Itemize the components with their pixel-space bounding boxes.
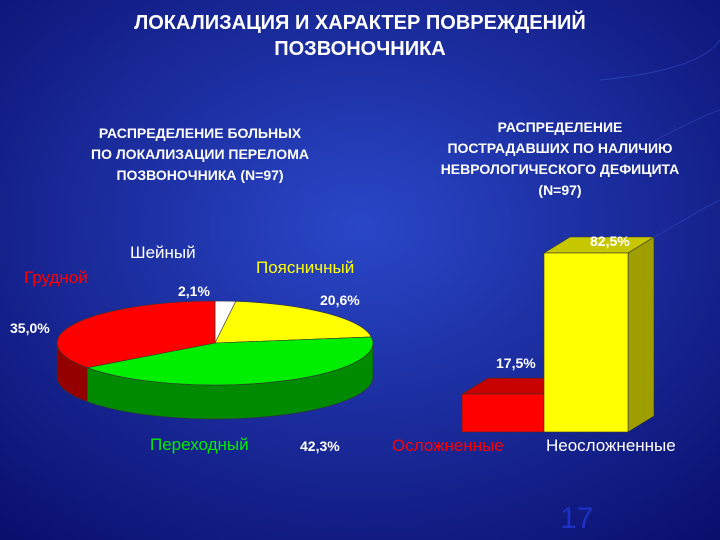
pie-title-line: РАСПРЕДЕЛЕНИЕ БОЛЬНЫХ — [98, 125, 302, 141]
bar-category-complicated: Осложненные — [392, 436, 504, 455]
pie-value-transitional: 42,3% — [300, 438, 340, 454]
slide-title-line: ЛОКАЛИЗАЦИЯ И ХАРАКТЕР ПОВРЕЖДЕНИЙ — [134, 12, 586, 34]
pie-title-line: ПОЗВОНОЧНИКА (N=97) — [116, 167, 284, 183]
slide-title: ЛОКАЛИЗАЦИЯ И ХАРАКТЕР ПОВРЕЖДЕНИЙ ПОЗВО… — [60, 10, 660, 62]
bar-value-complicated: 17,5% — [496, 355, 536, 371]
pie-title-line: ПО ЛОКАЛИЗАЦИИ ПЕРЕЛОМА — [91, 146, 309, 162]
pie-chart-title: РАСПРЕДЕЛЕНИЕ БОЛЬНЫХ ПО ЛОКАЛИЗАЦИИ ПЕР… — [40, 123, 360, 186]
pie-label-cervical: Шейный — [130, 243, 196, 262]
bar-category-uncomplicated: Неосложненные — [546, 436, 676, 455]
bar-complicated — [461, 393, 545, 433]
pie-label-transitional: Переходный — [150, 435, 249, 454]
page-number: 17 — [560, 502, 594, 535]
bar-title-line: НЕВРОЛОГИЧЕСКОГО ДЕФИЦИТА — [440, 161, 680, 177]
bar-title-line: (N=97) — [538, 182, 582, 198]
bar-uncomplicated — [543, 252, 629, 433]
pie-slice-transitional — [86, 336, 374, 386]
bar-side-uncomplicated — [627, 236, 655, 433]
bar-title-line: РАСПРЕДЕЛЕНИЕ — [497, 119, 623, 135]
pie-label-lumbar: Поясничный — [256, 258, 355, 277]
pie-slice-lumbar — [214, 301, 372, 344]
pie-value-cervical: 2,1% — [178, 283, 210, 299]
pie-slice-thoracic — [56, 300, 216, 368]
bar-chart-title: РАСПРЕДЕЛЕНИЕ ПОСТРАДАВШИХ ПО НАЛИЧИЮ НЕ… — [400, 117, 720, 201]
pie-value-lumbar: 20,6% — [320, 292, 360, 308]
bar-title-line: ПОСТРАДАВШИХ ПО НАЛИЧИЮ — [447, 140, 673, 156]
bar-value-uncomplicated: 82,5% — [590, 233, 630, 249]
slide-title-line: ПОЗВОНОЧНИКА — [274, 38, 446, 60]
pie-label-thoracic: Грудной — [24, 268, 88, 287]
pie-value-thoracic: 35,0% — [10, 320, 50, 336]
